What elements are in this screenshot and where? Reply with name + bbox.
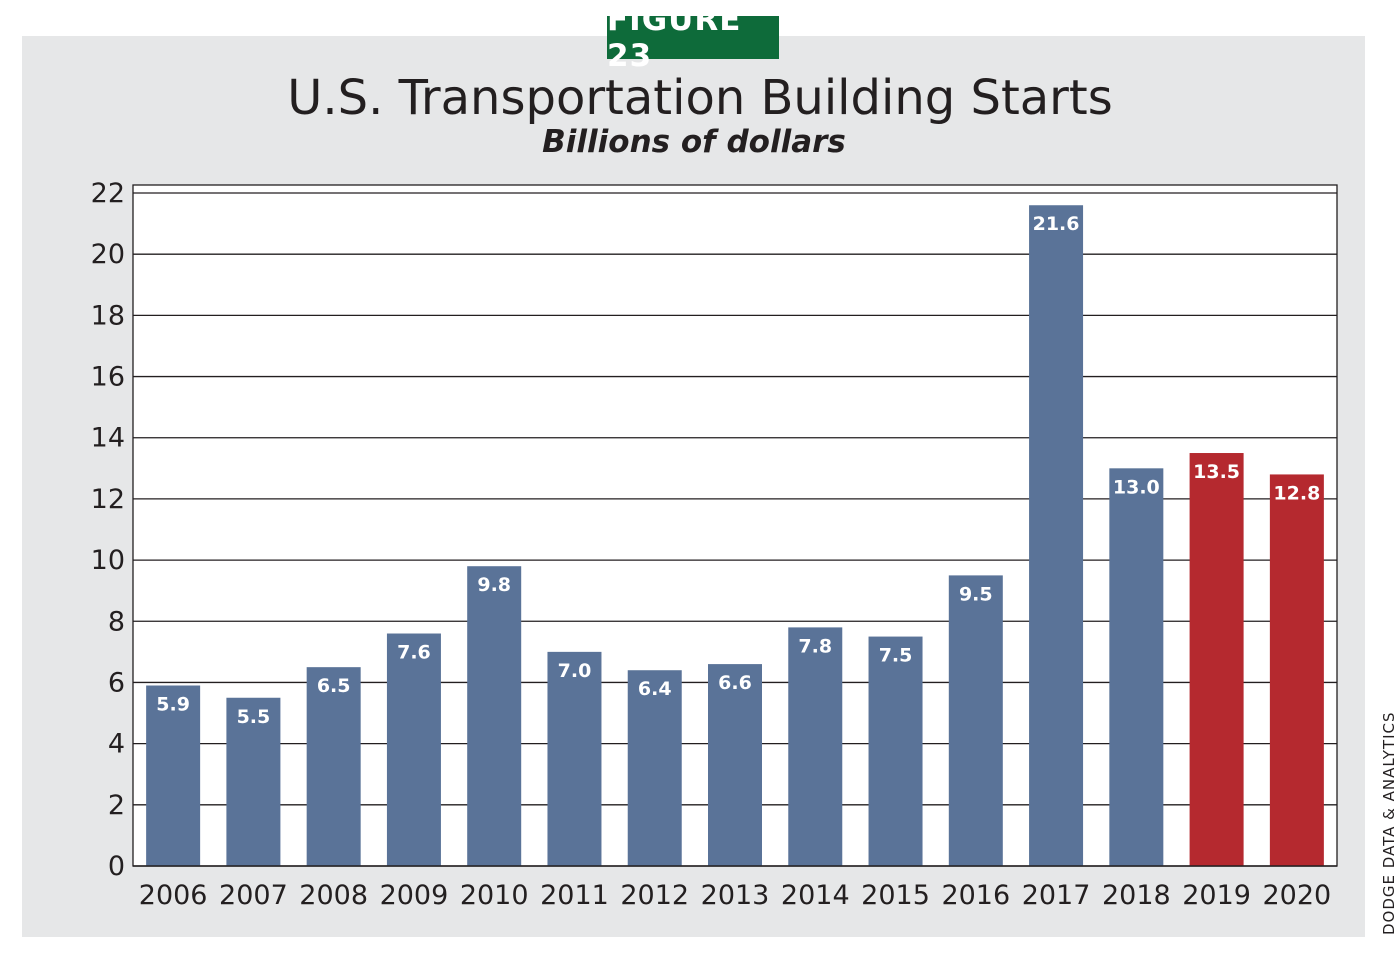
chart-subtitle: Billions of dollars <box>542 124 846 160</box>
data-label-2014: 7.8 <box>798 635 832 657</box>
y-tick-label: 2 <box>108 790 125 821</box>
y-tick-label: 4 <box>108 729 125 760</box>
x-tick-label-2016: 2016 <box>941 880 1010 911</box>
data-label-2017: 21.6 <box>1033 213 1080 235</box>
x-tick-label-2020: 2020 <box>1263 880 1332 911</box>
bar-2014 <box>788 627 843 866</box>
data-label-2009: 7.6 <box>397 642 431 664</box>
y-tick-label: 12 <box>91 484 125 515</box>
x-tick-label-2013: 2013 <box>701 880 770 911</box>
x-tick-label-2007: 2007 <box>219 880 288 911</box>
data-label-2012: 6.4 <box>638 678 672 700</box>
y-tick-label: 0 <box>108 851 125 882</box>
x-tick-label-2006: 2006 <box>139 880 208 911</box>
x-tick-label-2009: 2009 <box>380 880 449 911</box>
bar-2020 <box>1269 474 1324 866</box>
x-tick-label-2012: 2012 <box>620 880 689 911</box>
bar-2007 <box>226 697 281 866</box>
data-label-2016: 9.5 <box>959 583 993 605</box>
x-tick-label-2010: 2010 <box>460 880 529 911</box>
bar-2010 <box>467 566 522 866</box>
chart-title: U.S. Transportation Building Starts <box>287 70 1113 126</box>
data-label-2006: 5.9 <box>156 694 190 716</box>
y-tick-label: 6 <box>108 667 125 698</box>
data-label-2015: 7.5 <box>879 645 913 667</box>
x-tick-label-2017: 2017 <box>1022 880 1091 911</box>
bar-2006 <box>146 685 201 866</box>
data-label-2008: 6.5 <box>317 675 351 697</box>
bar-2011 <box>547 651 602 866</box>
x-tick-label-2011: 2011 <box>540 880 609 911</box>
y-tick-label: 10 <box>91 545 125 576</box>
bar-2015 <box>868 636 923 866</box>
y-tick-label: 20 <box>91 239 125 270</box>
y-tick-label: 18 <box>91 300 125 331</box>
data-label-2018: 13.0 <box>1113 476 1160 498</box>
data-label-2011: 7.0 <box>558 660 592 682</box>
bar-2012 <box>627 670 682 866</box>
bar-2018 <box>1109 468 1164 866</box>
y-tick-label: 8 <box>108 606 125 637</box>
bar-2013 <box>708 664 762 866</box>
y-tick-label: 22 <box>91 178 125 209</box>
bar-2008 <box>306 667 361 866</box>
x-tick-label-2014: 2014 <box>781 880 850 911</box>
x-tick-label-2015: 2015 <box>861 880 930 911</box>
data-label-2013: 6.6 <box>718 672 752 694</box>
x-tick-label-2008: 2008 <box>299 880 368 911</box>
bar-2009 <box>386 633 441 866</box>
bar-2019 <box>1189 453 1244 866</box>
y-tick-label: 16 <box>91 362 125 393</box>
data-label-2007: 5.5 <box>237 706 271 728</box>
data-label-2020: 12.8 <box>1273 482 1320 504</box>
x-tick-label-2018: 2018 <box>1102 880 1171 911</box>
data-label-2010: 9.8 <box>477 574 511 596</box>
x-tick-label-2019: 2019 <box>1182 880 1251 911</box>
bar-2016 <box>948 575 1003 866</box>
bar-2017 <box>1029 205 1084 867</box>
y-tick-label: 14 <box>91 423 125 454</box>
data-label-2019: 13.5 <box>1193 461 1240 483</box>
